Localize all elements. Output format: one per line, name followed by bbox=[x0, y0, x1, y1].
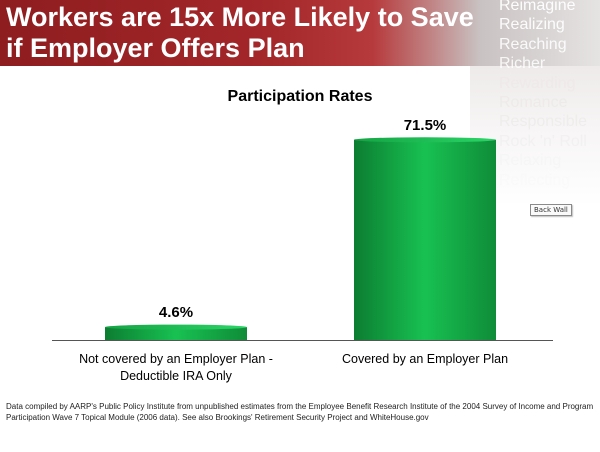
slide-title-line-2: if Employer Offers Plan bbox=[6, 33, 305, 63]
footnote: Data compiled by AARP's Public Policy In… bbox=[6, 401, 596, 423]
tagline-word: Reimagine bbox=[499, 0, 576, 14]
bar-1 bbox=[354, 139, 496, 340]
category-label-0: Not covered by an Employer Plan - Deducti… bbox=[46, 351, 306, 385]
tagline-word-list: Reimagine Realizing Reaching Richer Rewardin… bbox=[499, 0, 600, 196]
back-wall-tooltip: Back Wall bbox=[530, 204, 572, 216]
tagline-word: Reflecting bbox=[499, 171, 571, 189]
bar-top-0 bbox=[105, 324, 247, 330]
tagline-word: Rock 'n' Roll bbox=[499, 132, 587, 150]
tagline-word: Romance bbox=[499, 94, 568, 112]
category-label-0-line-1: Deductible IRA Only bbox=[120, 369, 232, 383]
slide-title: Workers are 15x More Likely to Save if E… bbox=[6, 2, 476, 64]
slide-title-line-1: Workers are 15x More Likely to Save bbox=[6, 2, 474, 32]
tagline-word: Realizing bbox=[499, 16, 565, 34]
tagline-word: Relaxing bbox=[499, 152, 562, 170]
category-label-1-line-0: Covered by an Employer Plan bbox=[341, 352, 509, 366]
tagline-word: Rewarding bbox=[499, 74, 576, 92]
bar-top-1 bbox=[354, 137, 496, 143]
category-label-1: Covered by an Employer Plan bbox=[295, 351, 555, 368]
footnote-line-1: Data compiled by AARP's Public Policy In… bbox=[6, 402, 594, 411]
data-label-0: 4.6% bbox=[159, 304, 193, 321]
bar-0 bbox=[105, 327, 247, 340]
category-label-0-line-0: Not covered by an Employer Plan - bbox=[79, 352, 273, 366]
title-banner: Workers are 15x More Likely to Save if E… bbox=[0, 0, 600, 66]
bars-group bbox=[105, 137, 496, 340]
data-label-1: 71.5% bbox=[404, 117, 447, 134]
chart-title: Participation Rates bbox=[227, 88, 373, 105]
tagline-word: Responsible bbox=[499, 113, 588, 131]
footnote-line-2: Participation Wave 7 Topical Module (200… bbox=[6, 413, 429, 422]
tagline-word: Reaching bbox=[499, 35, 567, 53]
tagline-word: Richer bbox=[499, 55, 546, 73]
